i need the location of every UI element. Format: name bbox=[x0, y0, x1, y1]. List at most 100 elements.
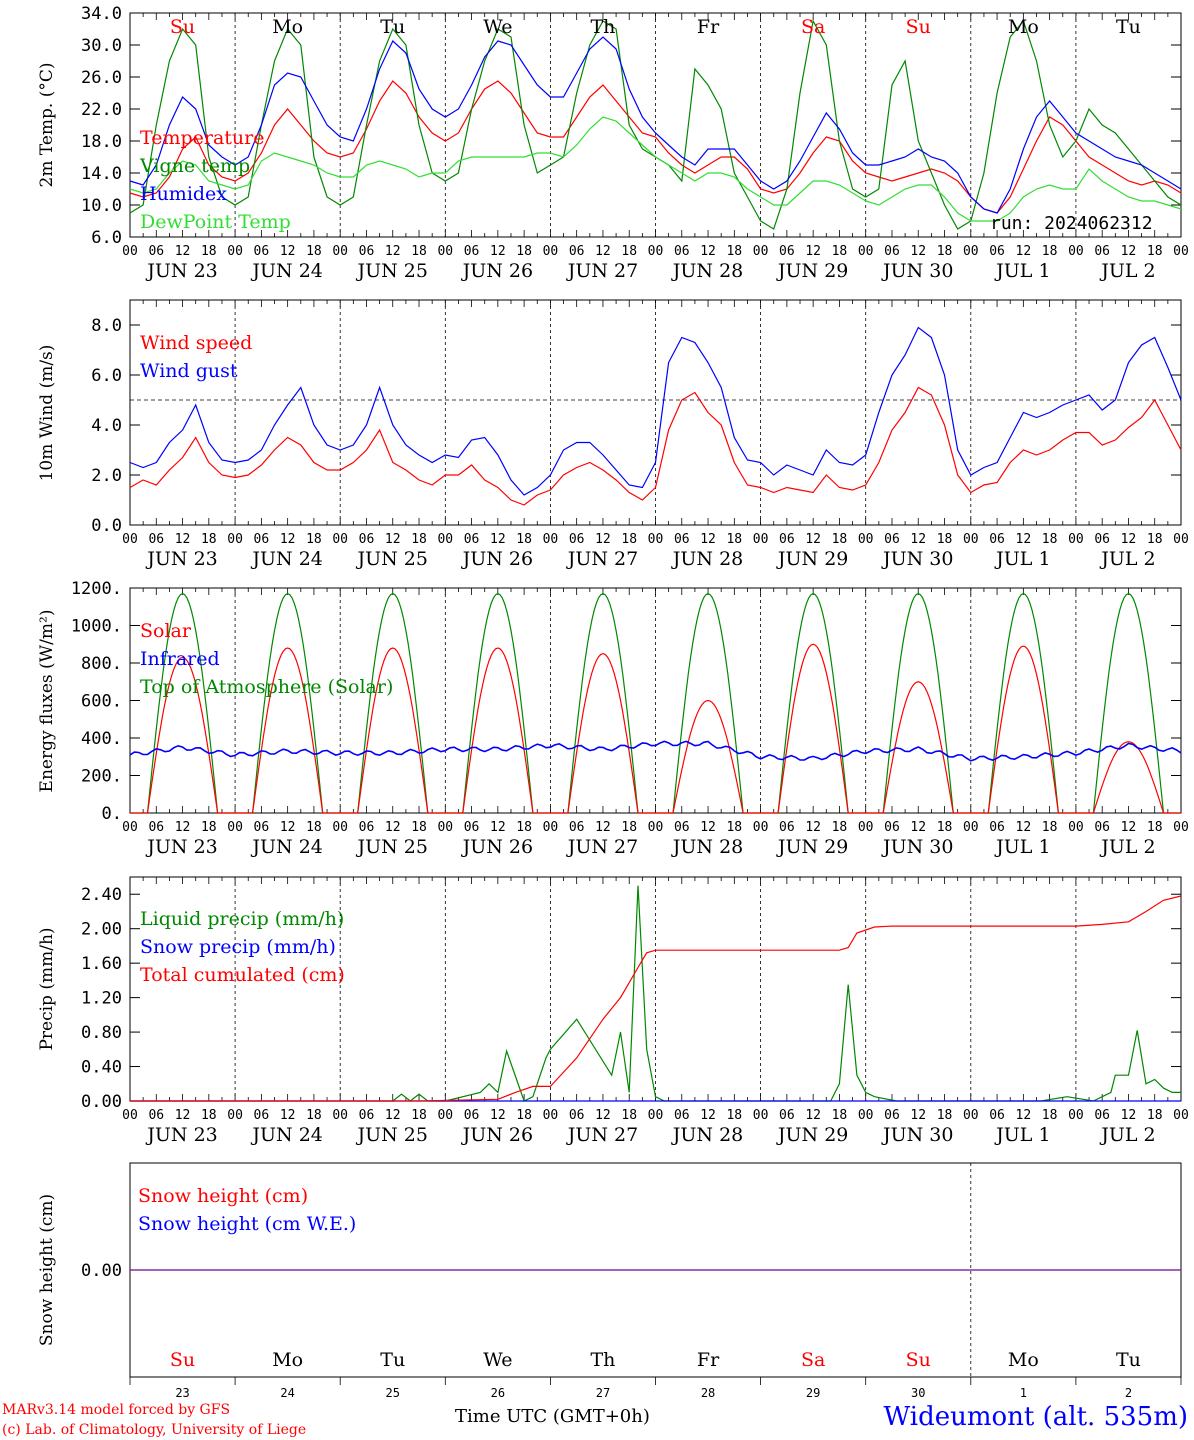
snow-day-number: 27 bbox=[596, 1386, 610, 1400]
precip-y-tick-label: 1.20 bbox=[81, 989, 122, 1009]
energy-date-label: JUN 23 bbox=[145, 836, 217, 858]
temp-hour-label: 00 bbox=[543, 244, 559, 259]
wind-hour-label: 18 bbox=[726, 532, 742, 547]
energy-hour-label: 06 bbox=[884, 820, 900, 835]
precip-series-total-cumulated-cm- bbox=[130, 895, 1182, 1102]
temp-y-tick-label: 34.0 bbox=[81, 4, 122, 24]
snow-weekday-label: Th bbox=[590, 1349, 615, 1371]
temp-date-label: JUN 28 bbox=[671, 260, 743, 282]
legend-wind-gust: Wind gust bbox=[140, 360, 238, 382]
energy-hour-label: 18 bbox=[306, 820, 322, 835]
wind-date-label: JUN 30 bbox=[881, 548, 953, 570]
wind-y-tick-label: 0.0 bbox=[91, 516, 122, 536]
wind-hour-label: 12 bbox=[595, 532, 611, 547]
snow-weekday-label: We bbox=[483, 1349, 512, 1371]
temp-hour-label: 18 bbox=[306, 244, 322, 259]
precip-hour-label: 12 bbox=[280, 1108, 296, 1123]
energy-date-label: JUN 28 bbox=[671, 836, 743, 858]
wind-hour-label: 06 bbox=[464, 532, 480, 547]
energy-y-axis-label: Energy fluxes (W/m²) bbox=[37, 610, 57, 793]
wind-hour-label: 18 bbox=[1042, 532, 1058, 547]
energy-y-tick-label: 0. bbox=[102, 804, 122, 824]
snow-weekday-label: Su bbox=[906, 1349, 931, 1371]
precip-hour-label: 12 bbox=[175, 1108, 191, 1123]
precip-hour-label: 18 bbox=[726, 1108, 742, 1123]
energy-hour-label: 00 bbox=[227, 820, 243, 835]
precip-hour-label: 00 bbox=[437, 1108, 453, 1123]
energy-hour-label: 00 bbox=[122, 820, 138, 835]
precip-hour-label: 00 bbox=[1173, 1108, 1189, 1123]
temp-weekday-label: We bbox=[483, 16, 512, 38]
energy-hour-label: 06 bbox=[779, 820, 795, 835]
temp-hour-label: 18 bbox=[621, 244, 637, 259]
precip-hour-label: 00 bbox=[543, 1108, 559, 1123]
energy-hour-label: 00 bbox=[753, 820, 769, 835]
wind-y-tick-label: 6.0 bbox=[91, 366, 122, 386]
temp-hour-label: 12 bbox=[595, 244, 611, 259]
temp-weekday-label: Sa bbox=[801, 16, 825, 38]
precip-y-tick-label: 2.00 bbox=[81, 920, 122, 940]
legend-dewpoint-temp: DewPoint Temp bbox=[140, 211, 291, 233]
temp-hour-label: 00 bbox=[332, 244, 348, 259]
wind-hour-label: 00 bbox=[1068, 532, 1084, 547]
precip-hour-label: 18 bbox=[832, 1108, 848, 1123]
precip-hour-label: 00 bbox=[753, 1108, 769, 1123]
temp-hour-label: 00 bbox=[648, 244, 664, 259]
snow-y-tick-label: 0.00 bbox=[81, 1261, 122, 1281]
precip-hour-label: 06 bbox=[779, 1108, 795, 1123]
energy-frame bbox=[129, 587, 1182, 814]
wind-date-label: JUN 29 bbox=[776, 548, 848, 570]
model-line-1: MARv3.14 model forced by GFS bbox=[2, 1402, 231, 1418]
wind-hour-label: 06 bbox=[674, 532, 690, 547]
temp-y-tick-label: 6.0 bbox=[91, 228, 122, 248]
wind-hour-label: 06 bbox=[989, 532, 1005, 547]
precip-hour-label: 06 bbox=[464, 1108, 480, 1123]
time-axis-title: Time UTC (GMT+0h) bbox=[455, 1406, 650, 1427]
precip-hour-label: 12 bbox=[700, 1108, 716, 1123]
legend-temperature: Temperature bbox=[140, 127, 264, 149]
energy-hour-label: 00 bbox=[648, 820, 664, 835]
wind-hour-label: 06 bbox=[1094, 532, 1110, 547]
temp-y-axis-label: 2m Temp. (°C) bbox=[37, 62, 57, 187]
temp-series-dewpoint-temp bbox=[129, 116, 1182, 222]
temp-date-label: JUN 24 bbox=[250, 260, 322, 282]
wind-date-label: JUN 27 bbox=[566, 548, 638, 570]
temp-hour-label: 18 bbox=[937, 244, 953, 259]
wind-series-wind-gust bbox=[129, 326, 1182, 496]
wind-date-label: JUN 25 bbox=[356, 548, 428, 570]
precip-date-label: JUN 26 bbox=[461, 1124, 533, 1146]
model-credit: MARv3.14 model forced by GFS (c) Lab. of… bbox=[2, 1400, 306, 1440]
wind-date-label: JUL 2 bbox=[1099, 548, 1155, 570]
precip-date-label: JUN 30 bbox=[881, 1124, 953, 1146]
energy-hour-label: 18 bbox=[1042, 820, 1058, 835]
temp-date-label: JUN 29 bbox=[776, 260, 848, 282]
energy-hour-label: 18 bbox=[1147, 820, 1163, 835]
precip-hour-label: 12 bbox=[910, 1108, 926, 1123]
temp-hour-label: 06 bbox=[779, 244, 795, 259]
energy-hour-label: 06 bbox=[148, 820, 164, 835]
snow-day-number: 30 bbox=[911, 1386, 925, 1400]
precip-hour-label: 00 bbox=[963, 1108, 979, 1123]
energy-hour-label: 12 bbox=[1016, 820, 1032, 835]
precip-hour-label: 06 bbox=[884, 1108, 900, 1123]
energy-hour-label: 12 bbox=[175, 820, 191, 835]
temp-y-tick-label: 30.0 bbox=[81, 36, 122, 56]
energy-hour-label: 18 bbox=[832, 820, 848, 835]
energy-date-label: JUN 30 bbox=[881, 836, 953, 858]
energy-hour-label: 12 bbox=[490, 820, 506, 835]
temp-weekday-label: Th bbox=[590, 16, 615, 38]
temp-hour-label: 12 bbox=[1016, 244, 1032, 259]
temp-hour-label: 18 bbox=[516, 244, 532, 259]
temp-y-tick-label: 26.0 bbox=[81, 68, 122, 88]
wind-hour-label: 00 bbox=[858, 532, 874, 547]
snow-day-number: 29 bbox=[806, 1386, 820, 1400]
energy-hour-label: 12 bbox=[385, 820, 401, 835]
temp-hour-label: 12 bbox=[280, 244, 296, 259]
precip-y-tick-label: 0.00 bbox=[81, 1092, 122, 1112]
wind-hour-label: 18 bbox=[201, 532, 217, 547]
energy-date-label: JUN 24 bbox=[250, 836, 322, 858]
precip-hour-label: 06 bbox=[674, 1108, 690, 1123]
precip-date-label: JUL 2 bbox=[1099, 1124, 1155, 1146]
wind-y-tick-label: 2.0 bbox=[91, 466, 122, 486]
energy-hour-label: 06 bbox=[569, 820, 585, 835]
